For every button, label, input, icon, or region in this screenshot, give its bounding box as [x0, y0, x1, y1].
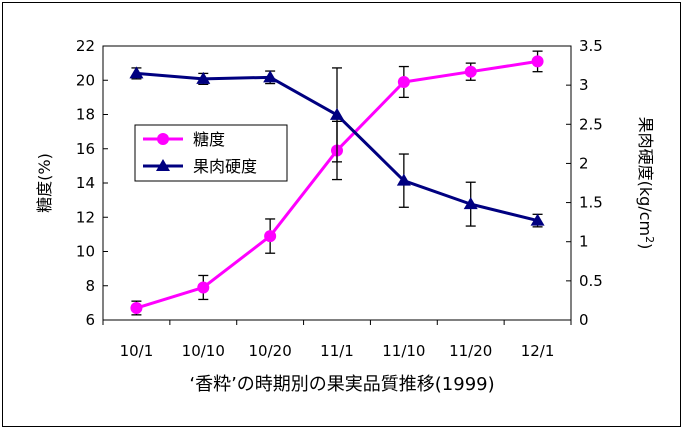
point-1-6	[530, 213, 545, 226]
right-tick-label-5: 2.5	[579, 115, 603, 133]
point-1-1	[196, 71, 211, 84]
x-tick-label-0: 10/1	[120, 342, 154, 360]
chart-frame	[2, 2, 681, 427]
y-left-title: 糖度(%)	[35, 153, 54, 213]
left-tick-label-1: 8	[85, 277, 95, 295]
x-axis: 10/1 10/10 10/20 11/1 11/10 11/20 12/1	[102, 320, 572, 360]
left-tick-label-5: 16	[76, 140, 95, 158]
point-0-5	[464, 65, 477, 78]
point-0-1	[197, 281, 210, 294]
right-tick-label-2: 1	[579, 233, 589, 251]
left-tick-label-8: 22	[76, 37, 95, 55]
chart-caption: ‘香粋’の時期別の果実品質推移(1999)	[189, 374, 494, 395]
series-layer	[129, 50, 545, 316]
x-tick-label-4: 11/10	[382, 342, 425, 360]
left-tick-label-3: 12	[76, 208, 95, 226]
x-tick-label-1: 10/10	[182, 342, 225, 360]
right-tick-label-6: 3	[579, 76, 589, 94]
y-right-title-end: )	[636, 243, 655, 249]
right-tick-label-0: 0	[579, 311, 589, 329]
left-axis: 6 8 10 12 14 16 18 20 22	[76, 37, 108, 329]
point-1-3	[330, 107, 344, 120]
point-0-6	[531, 55, 544, 68]
left-tick-label-6: 18	[76, 106, 95, 124]
point-1-2	[263, 70, 278, 83]
point-1-5	[463, 197, 478, 210]
right-tick-label-7: 3.5	[579, 37, 603, 55]
right-tick-label-1: 0.5	[579, 272, 603, 290]
legend-label-0: 糖度	[193, 130, 225, 149]
right-tick-label-4: 2	[579, 154, 589, 172]
point-0-4	[397, 75, 410, 88]
legend: 糖度 果肉硬度	[134, 124, 288, 182]
legend-marker-0	[157, 133, 169, 145]
y-right-title: 果肉硬度(kg/cm2)	[636, 117, 656, 250]
x-tick-label-2: 10/20	[249, 342, 292, 360]
x-tick-label-5: 11/20	[449, 342, 492, 360]
right-tick-label-3: 1.5	[579, 194, 603, 212]
left-tick-label-0: 6	[85, 311, 95, 329]
right-axis: 0 0.5 1 1.5 2 2.5 3 3.5	[566, 37, 603, 329]
y-right-title-sup: 2	[643, 236, 656, 243]
point-1-4	[396, 173, 411, 186]
point-0-0	[130, 302, 143, 315]
left-tick-label-7: 20	[76, 71, 95, 89]
left-tick-label-4: 14	[76, 174, 95, 192]
legend-label-1: 果肉硬度	[193, 157, 257, 176]
series-1	[129, 66, 545, 228]
y-right-title-main: 果肉硬度(kg/cm	[636, 117, 655, 236]
x-tick-label-3: 11/1	[320, 342, 354, 360]
x-tick-label-6: 12/1	[521, 342, 555, 360]
point-0-2	[264, 230, 277, 243]
left-tick-label-2: 10	[76, 243, 95, 261]
legend-marker-1	[156, 159, 170, 171]
point-1-0	[129, 66, 144, 79]
